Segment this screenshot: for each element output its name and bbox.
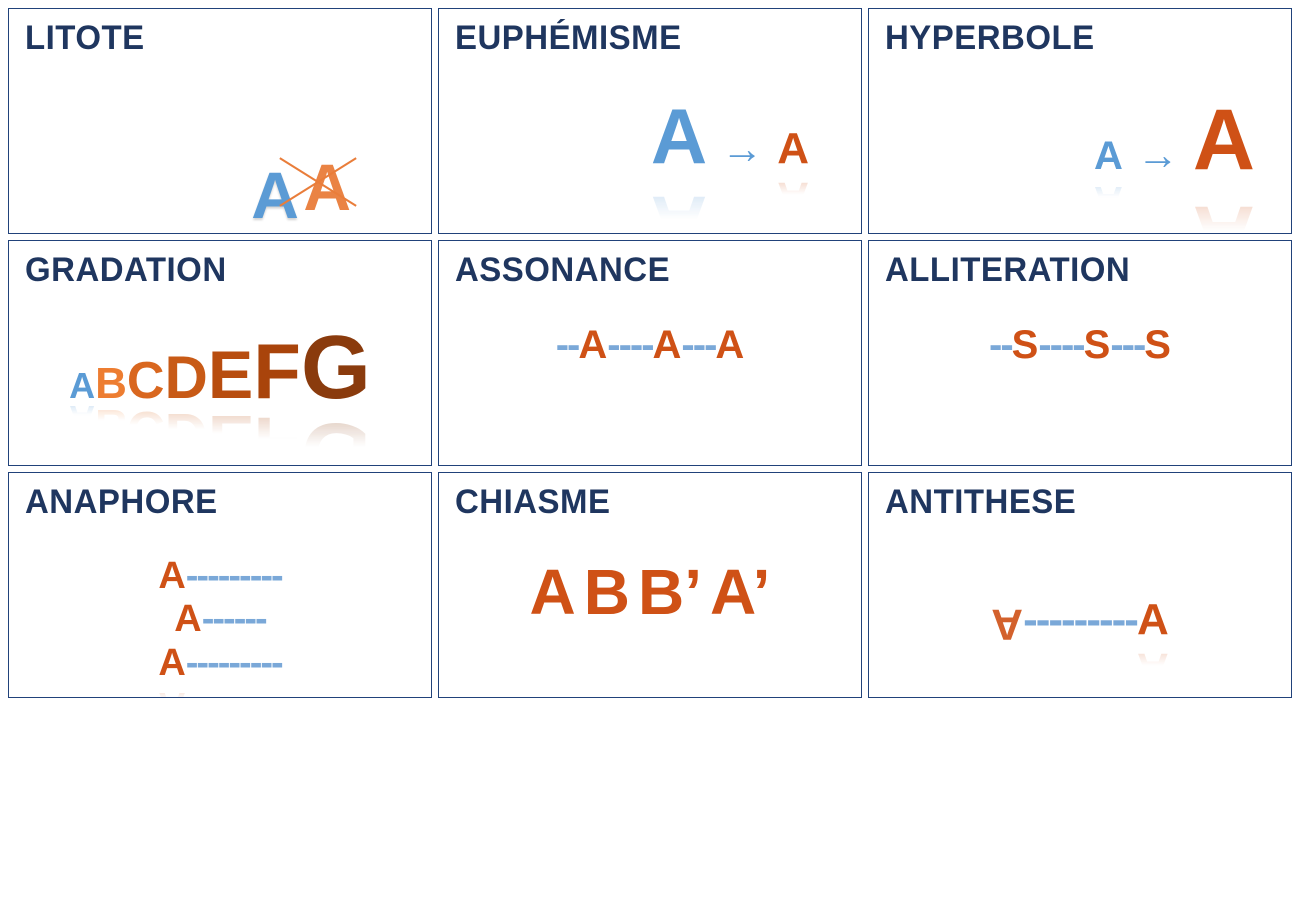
arrow-right-icon: → [721,125,763,173]
chiasme-part: B [580,555,634,629]
dashes: -- [556,323,579,368]
card-title: ANAPHORE [25,483,403,522]
grad-letter: G [301,323,371,413]
consonant-letter: S [1144,323,1171,368]
upright-letter: A [1137,595,1169,645]
card-title: GRADATION [25,251,403,290]
vowel-letter: A [653,323,682,368]
dashes: --------- [186,555,282,597]
chiasme-part: A [526,555,580,629]
alliteration-illustration: -- S ---- S --- S [885,323,1275,453]
dashes: -- [989,323,1012,368]
gradation-illustration: A B C D E F G [25,323,415,453]
anaphore-line: A--------- [158,643,281,685]
consonant-letter: S [1084,323,1111,368]
dashes: ---- [1038,323,1083,368]
card-title: ANTITHESE [885,483,1263,522]
assonance-illustration: -- A ---- A --- A [455,323,845,453]
antithese-illustration: A --------- A [885,555,1275,685]
card-assonance: ASSONANCE -- A ---- A --- A [438,240,862,466]
flipped-letter: A [991,599,1023,649]
small-letter: A [777,124,809,174]
grad-letter: C [127,355,165,407]
anaphore-line: A--------- [158,556,281,598]
dashes: --- [681,323,715,368]
card-litote: LITOTE A A [8,8,432,234]
hyperbole-illustration: A → A [885,91,1275,221]
card-alliteration: ALLITERATION -- S ---- S --- S [868,240,1292,466]
card-gradation: GRADATION A B C D E F G [8,240,432,466]
cross-out-icon [273,151,363,211]
arrow-right-icon: → [1137,131,1179,179]
card-hyperbole: HYPERBOLE A → A [868,8,1292,234]
card-title: ASSONANCE [455,251,833,290]
card-title: LITOTE [25,19,403,58]
card-title: HYPERBOLE [885,19,1263,58]
chiasme-illustration: A B B’ A’ [455,555,845,685]
dashes: ---- [607,323,652,368]
figures-grid: LITOTE A A EUPHÉMISME A → A HYPERBOLE A … [8,8,1292,698]
lead-letter: A [174,598,201,640]
grad-letter: B [95,362,127,406]
consonant-letter: S [1012,323,1039,368]
card-title: EUPHÉMISME [455,19,833,58]
grad-letter: E [208,341,253,409]
lead-letter: A [158,642,185,684]
card-title: ALLITERATION [885,251,1263,290]
grad-letter: F [253,332,301,410]
big-letter: A [651,91,707,182]
grad-letter: A [69,368,95,404]
lead-letter: A [158,555,185,597]
anaphore-illustration: A--------- A------ A--------- [25,555,415,685]
dashes: --------- [1023,595,1137,645]
dashes: --- [1110,323,1144,368]
dashes: ------ [202,598,266,640]
card-title: CHIASME [455,483,833,522]
small-letter: A [1094,134,1123,179]
grad-letter: D [164,348,207,408]
euphemisme-illustration: A → A [455,91,845,221]
chiasme-part: A’ [706,555,774,629]
anaphore-line: A------ [174,599,265,641]
card-chiasme: CHIASME A B B’ A’ [438,472,862,698]
card-anaphore: ANAPHORE A--------- A------ A--------- [8,472,432,698]
vowel-letter: A [578,323,607,368]
big-letter: A [1193,91,1255,190]
card-euphemisme: EUPHÉMISME A → A [438,8,862,234]
chiasme-part: B’ [634,555,706,629]
dashes: --------- [186,642,282,684]
vowel-letter: A [715,323,744,368]
card-antithese: ANTITHESE A --------- A [868,472,1292,698]
